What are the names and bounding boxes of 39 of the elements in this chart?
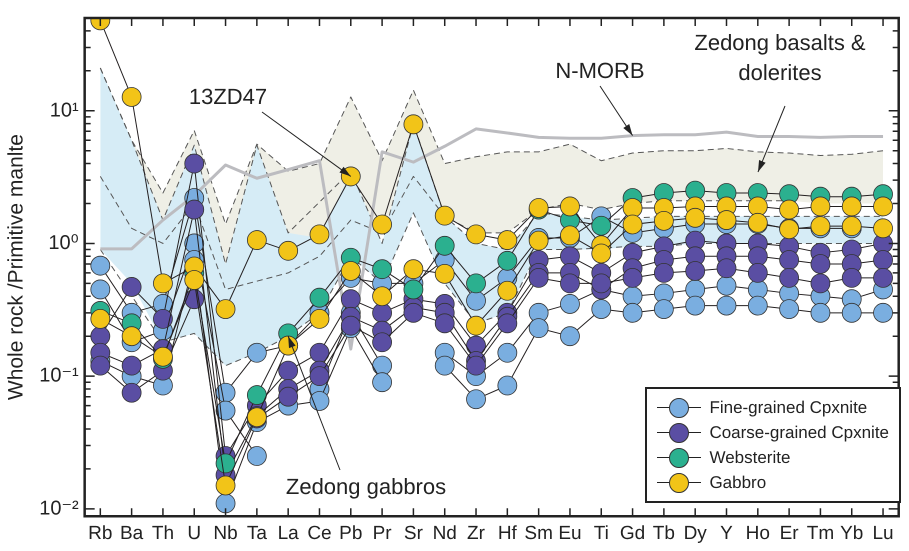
legend-label: Websterite [709,448,790,468]
x-tick-label: Hf [498,522,518,544]
x-tick-label: Rb [88,522,112,544]
x-tick-label: Ce [307,522,332,544]
x-tick-label: Ta [246,522,268,544]
annotation: Zedong gabbros [286,474,446,500]
x-tick-label: Ti [594,522,609,544]
x-tick-label: Tm [806,522,834,544]
x-tick-label: U [187,522,202,544]
x-tick-label: Sr [404,522,424,544]
x-tick-label: Th [152,522,174,544]
annotation: N-MORB [555,58,645,84]
x-tick-label: La [278,522,300,544]
x-tick-label: Eu [558,522,582,544]
y-axis-title: Whole rock /Primitive manlte [4,134,28,400]
x-tick-label: Nb [213,522,238,544]
x-tick-label: Zr [467,522,486,544]
legend-label: Gabbro [709,472,766,492]
x-tick-label: Lu [872,522,894,544]
x-tick-label: Pb [339,522,362,544]
x-tick-label: Dy [684,522,708,544]
y-tick-label: 10⁰ [48,232,79,254]
x-tick-label: Tb [652,522,675,544]
x-tick-label: Nd [432,522,457,544]
x-tick-label: Ho [746,522,770,544]
annotation: Zedong basalts & dolerites [694,30,866,86]
x-tick-label: Pr [372,522,392,544]
y-tick-label: 10⁻¹ [39,364,79,387]
x-tick-label: Er [780,522,800,544]
x-tick-label: Gd [620,522,646,544]
x-tick-label: Ba [120,522,144,544]
legend-label: Coarse-grained Cpxnite [709,422,889,442]
legend-label: Fine-grained Cpxnite [709,398,868,418]
y-tick-label: 10¹ [50,99,80,122]
x-tick-label: Y [720,522,734,544]
x-tick-label: Sm [524,522,553,544]
annotation: 13ZD47 [188,84,268,110]
x-tick-label: Yb [840,522,864,544]
y-tick-label: 10⁻² [39,497,79,520]
